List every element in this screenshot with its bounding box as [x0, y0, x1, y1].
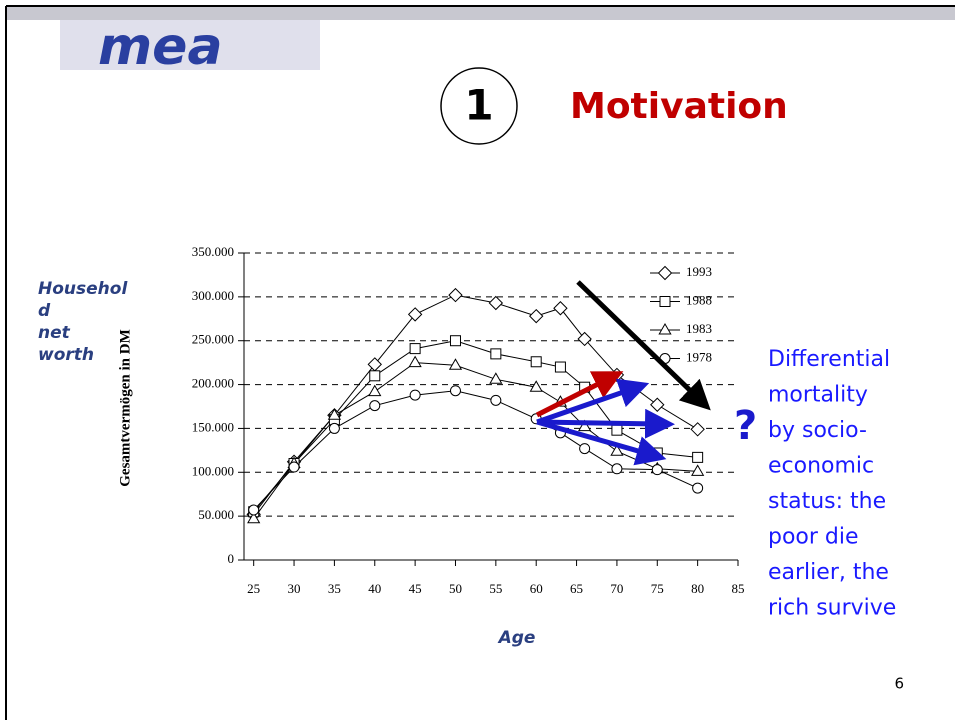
marker — [407, 307, 423, 322]
marker — [408, 355, 422, 368]
y-tick-label: 50.000 — [198, 507, 234, 522]
y-axis-label: Gesamtvermögen in DM — [117, 329, 133, 486]
marker — [554, 361, 566, 373]
section-number: 1 — [464, 81, 493, 130]
legend-marker — [659, 296, 671, 307]
marker — [692, 482, 704, 494]
y-tick-label: 100.000 — [192, 463, 234, 478]
legend-marker — [658, 322, 672, 335]
arrow — [536, 408, 675, 439]
marker — [651, 464, 663, 476]
marker — [611, 463, 623, 475]
marker — [368, 384, 382, 397]
marker — [488, 295, 504, 311]
marker — [327, 408, 342, 420]
marker — [409, 343, 421, 355]
marker — [369, 370, 381, 382]
marker — [369, 400, 381, 412]
marker — [651, 447, 663, 459]
y-tick-label: 200.000 — [192, 376, 234, 391]
side-text: by socio- — [768, 418, 867, 443]
side-text: poor die — [768, 525, 859, 550]
y-tick-label: 300.000 — [192, 288, 234, 303]
marker — [528, 308, 544, 324]
top-bar — [6, 6, 955, 20]
side-text: earlier, the — [768, 560, 889, 585]
arrow — [535, 371, 624, 418]
y-tick-label: 250.000 — [192, 332, 234, 347]
marker — [489, 372, 503, 384]
x-tick-label: 40 — [368, 581, 381, 596]
marker — [288, 461, 300, 473]
side-text: status: the — [768, 489, 886, 514]
arrow — [536, 419, 667, 466]
x-tick-label: 45 — [409, 581, 422, 596]
marker — [490, 348, 502, 360]
x-tick-label: 35 — [328, 581, 341, 596]
x-tick-label: 55 — [489, 581, 502, 596]
marker — [690, 422, 705, 437]
y-tick-label: 0 — [228, 551, 235, 566]
marker — [449, 385, 461, 397]
x-tick-label: 80 — [691, 581, 704, 596]
page-number: 6 — [894, 675, 904, 693]
x-tick-label: 25 — [247, 581, 260, 596]
marker — [529, 380, 543, 392]
marker — [553, 301, 568, 316]
arrow — [576, 280, 711, 411]
marker — [328, 422, 340, 434]
marker — [409, 389, 421, 401]
marker — [579, 443, 591, 455]
legend-label: 1993 — [686, 264, 712, 279]
marker — [530, 356, 542, 368]
x-tick-label: 60 — [530, 581, 543, 596]
x-tick-label: 75 — [651, 581, 664, 596]
x-tick-label: 70 — [610, 581, 623, 596]
marker — [610, 444, 624, 456]
marker — [248, 504, 260, 516]
question-mark: ? — [734, 403, 757, 449]
marker — [691, 464, 705, 476]
side-text: mortality — [768, 383, 868, 408]
x-tick-label: 50 — [449, 581, 462, 596]
annotation-arrows — [535, 280, 711, 466]
y-tick-label: 150.000 — [192, 419, 234, 434]
logo-band — [60, 20, 320, 70]
x-axis-label: Age — [497, 628, 536, 648]
marker — [578, 419, 592, 432]
marker — [247, 511, 261, 524]
y-tick-label: 350.000 — [192, 244, 234, 259]
x-tick-label: 65 — [570, 581, 583, 596]
marker — [490, 394, 502, 406]
legend-label: 1988 — [686, 292, 712, 307]
side-label: net — [38, 323, 71, 343]
side-label: Househol — [38, 279, 128, 299]
marker — [449, 335, 461, 347]
heading: Motivation — [570, 86, 788, 127]
section-circle — [440, 67, 518, 145]
marker — [448, 287, 463, 303]
marker — [611, 424, 623, 436]
side-label: worth — [38, 345, 94, 365]
logo: mea — [98, 17, 223, 77]
marker — [577, 331, 592, 347]
legend-marker — [657, 265, 673, 281]
side-text: Differential — [768, 347, 890, 372]
marker — [448, 358, 463, 370]
legend-label: 1978 — [686, 349, 712, 364]
arrow — [536, 378, 650, 425]
x-tick-label: 30 — [288, 581, 301, 596]
side-text: economic — [768, 454, 874, 479]
side-label: d — [38, 301, 51, 321]
side-text: rich survive — [768, 596, 896, 621]
legend-label: 1983 — [686, 321, 712, 336]
marker — [692, 451, 704, 463]
x-tick-label: 85 — [732, 581, 745, 596]
